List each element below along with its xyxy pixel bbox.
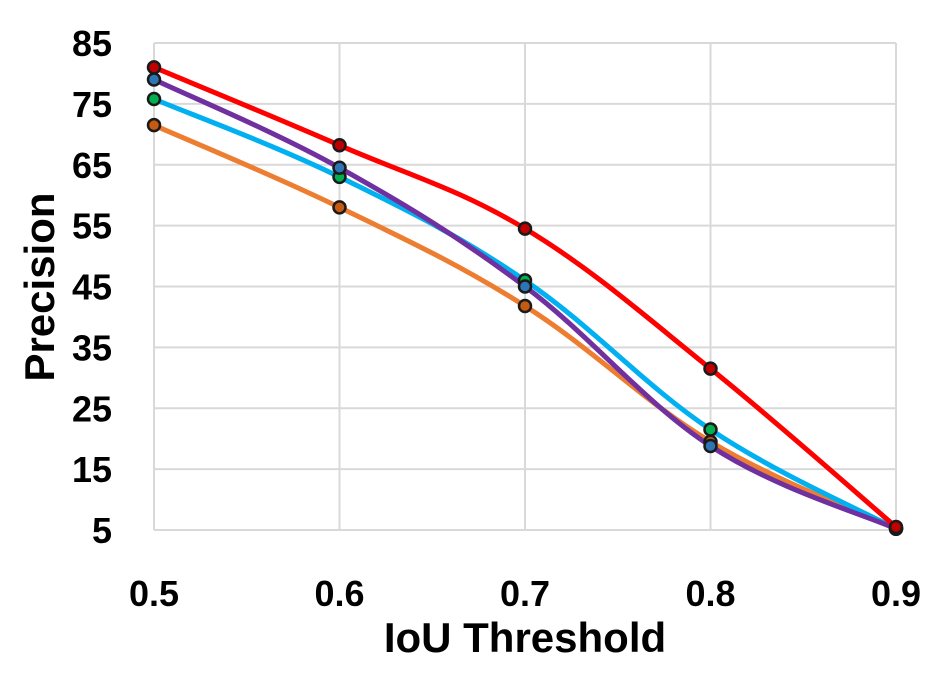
data-point-red xyxy=(517,221,533,236)
y-tick-label: 45 xyxy=(72,267,112,308)
x-tick-label: 0.6 xyxy=(314,573,364,614)
y-tick-label: 55 xyxy=(72,206,112,247)
y-tick-label: 25 xyxy=(72,388,112,429)
data-point-orange xyxy=(146,117,162,133)
data-point-purple xyxy=(703,438,718,454)
x-tick-label: 0.7 xyxy=(500,573,550,614)
y-tick-label: 85 xyxy=(72,23,112,64)
y-tick-label: 5 xyxy=(92,510,112,551)
y-tick-label: 65 xyxy=(72,145,112,186)
data-point-cyan xyxy=(703,422,718,437)
y-tick-label: 15 xyxy=(72,449,112,490)
data-point-red xyxy=(703,361,718,376)
data-point-red xyxy=(888,519,904,535)
y-axis-title: Precision xyxy=(16,192,63,381)
series-markers xyxy=(146,60,904,537)
data-point-red xyxy=(332,138,347,153)
data-point-red xyxy=(146,60,162,75)
x-axis-title: IoU Threshold xyxy=(384,614,666,661)
data-point-purple xyxy=(332,160,347,176)
y-axis-ticks: 5 15 25 35 45 55 65 75 85 xyxy=(72,23,112,551)
y-tick-label: 35 xyxy=(72,327,112,368)
y-tick-label: 75 xyxy=(72,84,112,125)
x-tick-label: 0.5 xyxy=(129,573,179,614)
data-point-orange xyxy=(517,298,533,314)
x-tick-label: 0.9 xyxy=(871,573,921,614)
data-point-cyan xyxy=(146,91,162,107)
data-point-orange xyxy=(332,200,347,215)
x-axis-ticks: 0.5 0.6 0.7 0.8 0.9 xyxy=(129,573,921,614)
x-tick-label: 0.8 xyxy=(685,573,735,614)
data-point-purple xyxy=(517,279,533,294)
data-point-purple xyxy=(146,72,162,87)
